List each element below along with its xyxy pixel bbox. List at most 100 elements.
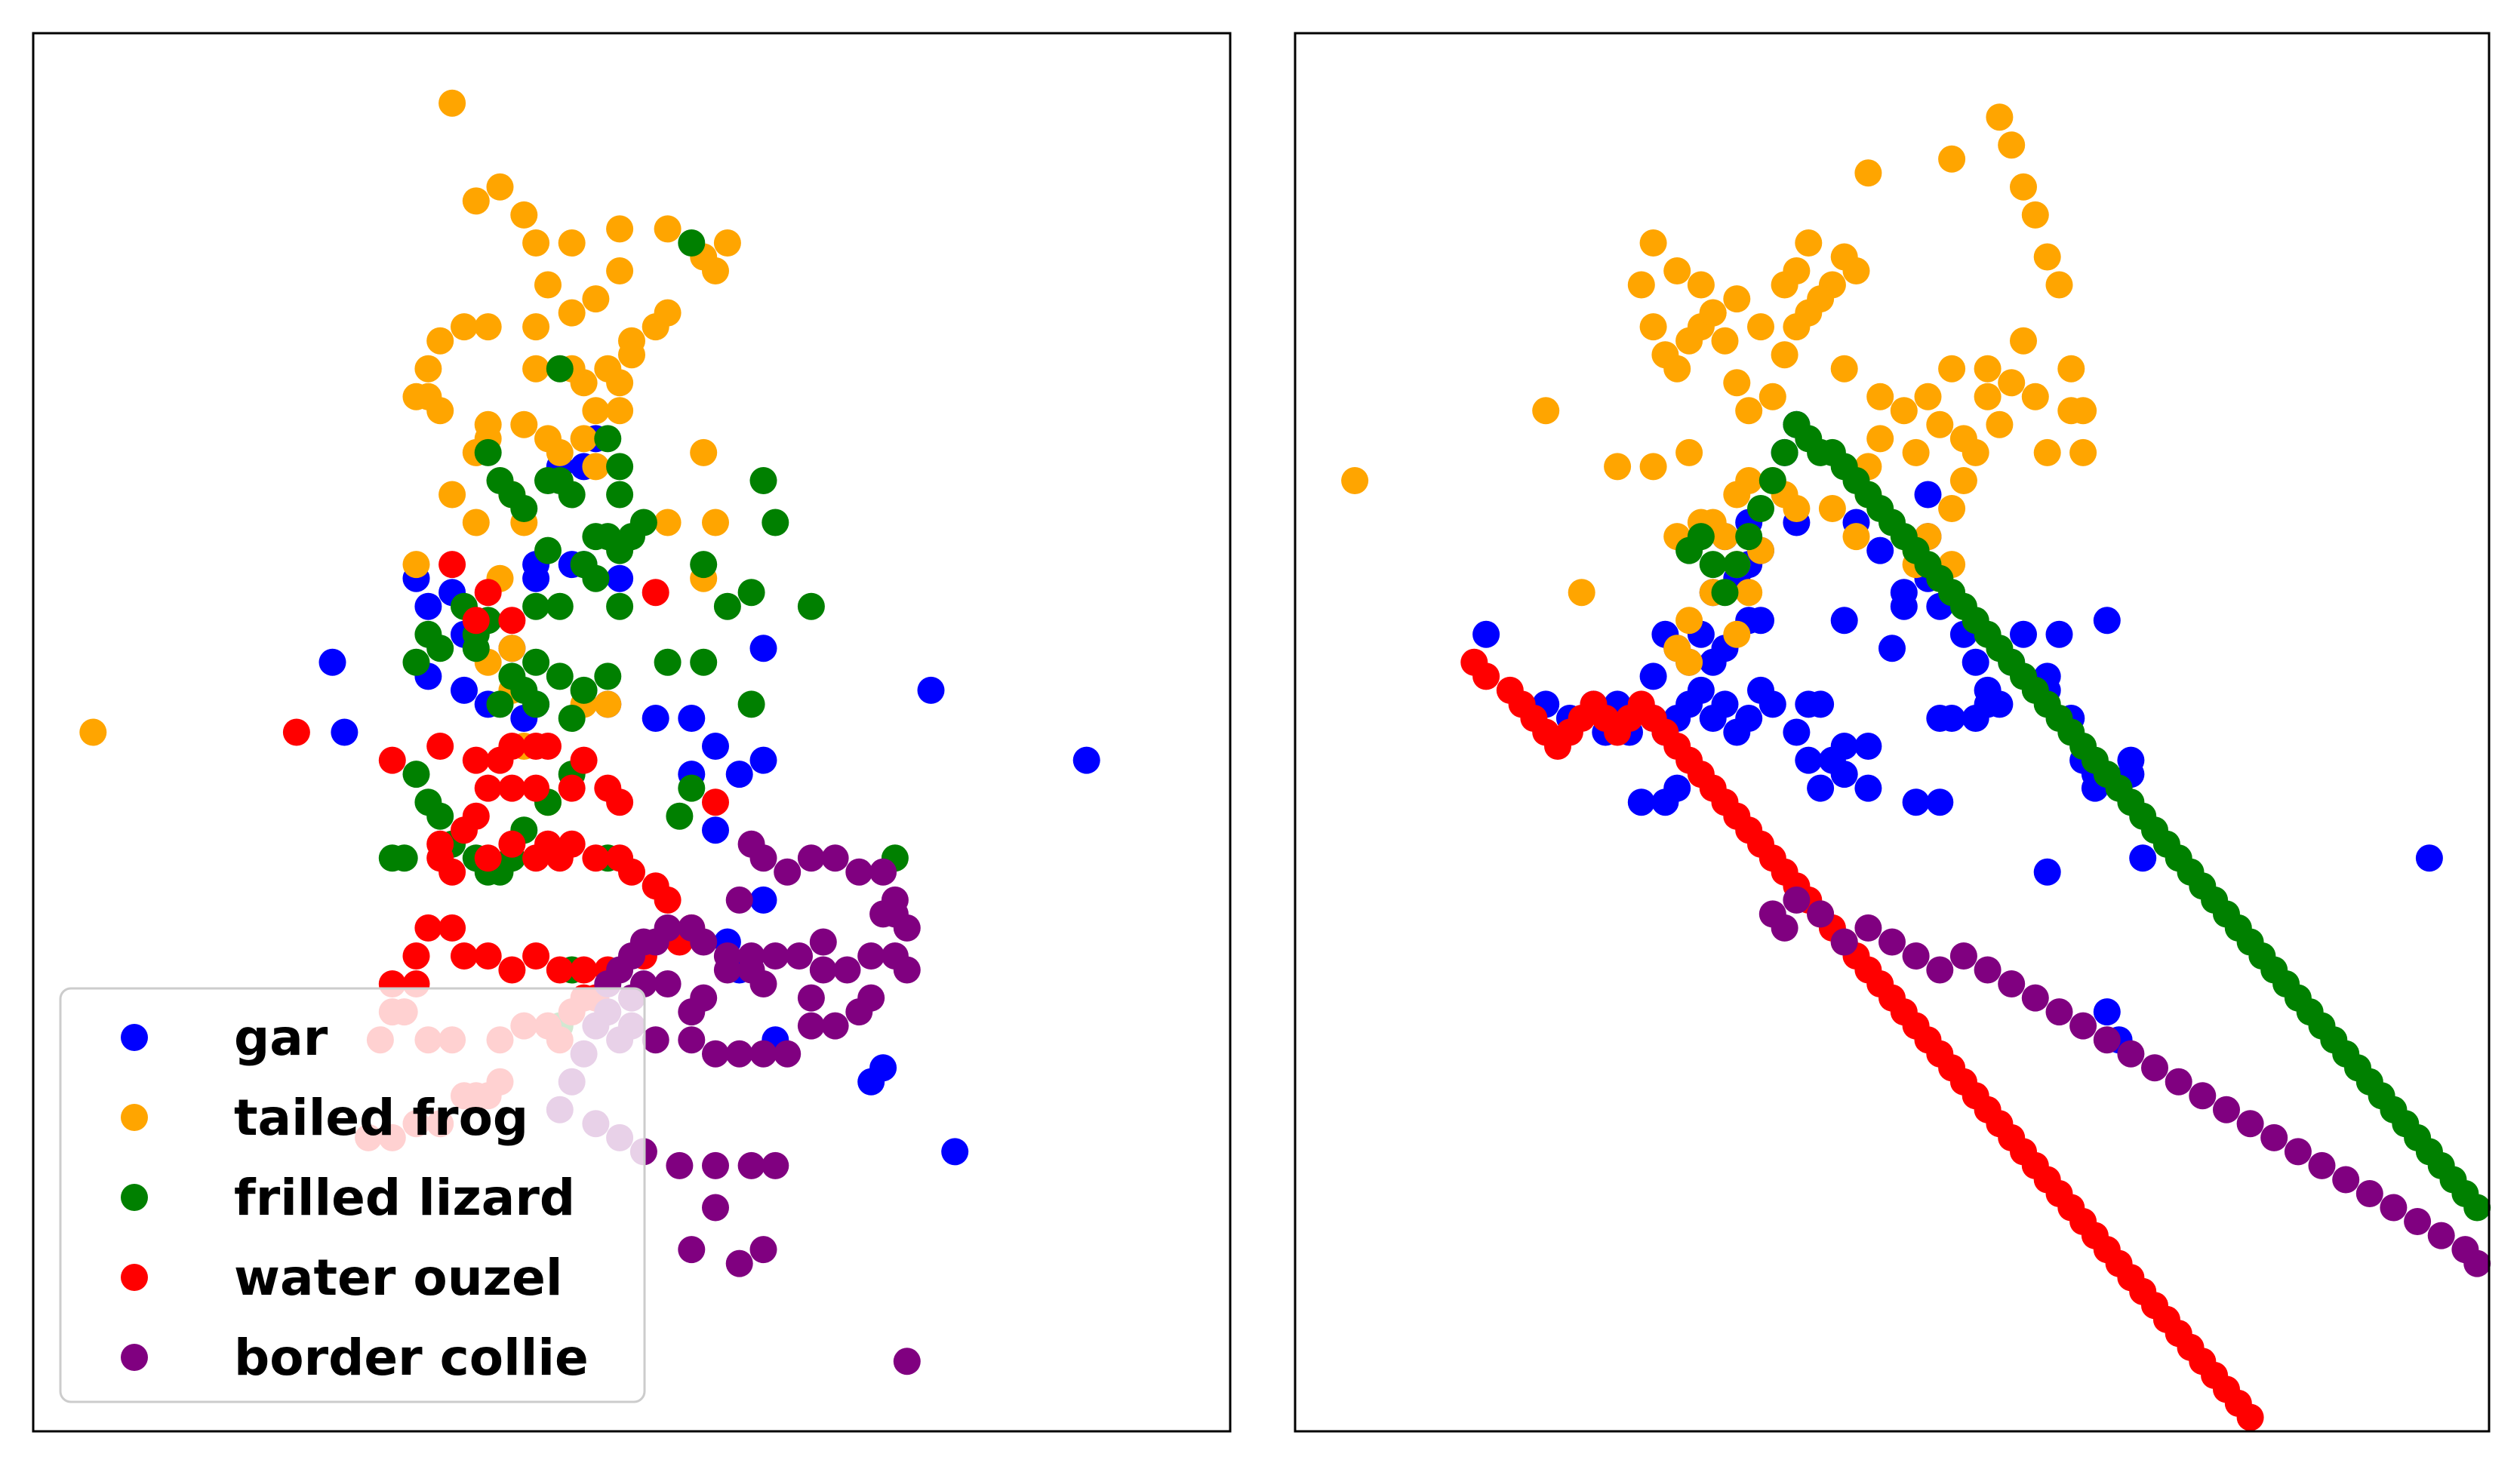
left-point-border-collie-33	[774, 1040, 802, 1068]
left-point-water-ouzel-8	[570, 746, 598, 774]
right-point-tailed-frog-15	[1675, 648, 1703, 676]
right-point-tailed-frog-31	[1974, 383, 2002, 410]
left-point-tailed-frog-24	[546, 438, 574, 466]
right-point-tailed-frog-59	[1687, 271, 1715, 299]
left-point-tailed-frog-4	[522, 229, 550, 257]
legend-label-gar: gar	[234, 1009, 328, 1067]
left-panel-frame	[32, 32, 1232, 1433]
right-point-border-collie-31	[2463, 1249, 2491, 1277]
legend-marker-border-collie	[121, 1344, 148, 1371]
left-point-tailed-frog-28	[474, 410, 502, 438]
right-point-border-collie-5	[1854, 914, 1882, 942]
left-point-frilled-lizard-0	[678, 229, 706, 257]
legend-marker-tailed-frog	[121, 1104, 148, 1131]
left-point-water-ouzel-38	[498, 956, 526, 984]
left-point-tailed-frog-20	[582, 397, 610, 425]
left-point-frilled-lizard-38	[606, 592, 634, 620]
right-point-tailed-frog-42	[2010, 173, 2037, 201]
left-point-frilled-lizard-20	[546, 592, 574, 620]
left-point-border-collie-12	[833, 956, 861, 984]
left-point-gar-27	[725, 761, 753, 788]
right-point-gar-11	[1687, 676, 1715, 704]
left-point-tailed-frog-29	[438, 481, 466, 509]
right-point-tailed-frog-82	[1962, 438, 1989, 466]
right-panel-frame	[1294, 32, 2491, 1433]
right-point-border-collie-8	[1926, 956, 1954, 984]
right-point-tailed-frog-1	[1532, 397, 1560, 425]
left-point-gar-25	[702, 733, 729, 760]
left-point-border-collie-62	[762, 1151, 789, 1179]
left-point-tailed-frog-33	[414, 355, 442, 383]
left-point-border-collie-19	[678, 914, 706, 942]
left-point-border-collie-29	[678, 1026, 706, 1054]
right-point-tailed-frog-41	[2021, 201, 2049, 229]
right-point-border-collie-22	[2260, 1123, 2288, 1151]
left-point-frilled-lizard-26	[402, 648, 430, 676]
left-point-tailed-frog-6	[534, 271, 562, 299]
right-point-tailed-frog-5	[1675, 438, 1703, 466]
left-point-border-collie-41	[809, 928, 837, 956]
left-point-water-ouzel-1	[378, 746, 406, 774]
right-point-gar-82	[2415, 844, 2443, 872]
left-point-border-collie-3	[774, 858, 802, 886]
right-point-gar-34	[1747, 607, 1774, 635]
right-point-tailed-frog-79	[1974, 355, 2002, 383]
left-point-tailed-frog-55	[79, 718, 107, 746]
left-point-gar-35	[917, 676, 945, 704]
left-point-frilled-lizard-27	[426, 635, 454, 662]
left-point-tailed-frog-8	[582, 285, 610, 313]
legend-label-water-ouzel: water ouzel	[234, 1249, 562, 1307]
right-point-tailed-frog-12	[1723, 620, 1751, 648]
right-point-border-collie-13	[2045, 998, 2073, 1026]
right-point-tailed-frog-44	[1986, 103, 2014, 131]
right-point-tailed-frog-69	[1723, 285, 1751, 313]
left-point-frilled-lizard-61	[414, 788, 442, 816]
left-point-frilled-lizard-42	[713, 592, 741, 620]
left-point-tailed-frog-19	[606, 397, 634, 425]
left-point-gar-21	[678, 705, 706, 732]
left-point-tailed-frog-22	[570, 425, 598, 453]
right-point-tailed-frog-34	[2033, 438, 2061, 466]
right-point-tailed-frog-46	[1854, 159, 1882, 187]
right-point-border-collie-20	[2213, 1096, 2240, 1123]
left-point-frilled-lizard-46	[737, 690, 765, 718]
right-point-tailed-frog-81	[1986, 410, 2014, 438]
right-point-border-collie-14	[2069, 1012, 2097, 1040]
left-point-gar-22	[642, 705, 669, 732]
right-point-tailed-frog-23	[1818, 495, 1846, 522]
right-point-gar-56	[1890, 579, 1918, 607]
right-point-border-collie-3	[1807, 900, 1835, 928]
right-point-water-ouzel-1	[1472, 662, 1500, 690]
left-point-tailed-frog-59	[594, 690, 622, 718]
right-point-border-collie-29	[2427, 1222, 2455, 1249]
left-point-frilled-lizard-19	[570, 551, 598, 579]
legend-marker-gar	[121, 1024, 148, 1051]
right-point-tailed-frog-57	[1711, 327, 1739, 355]
left-point-tailed-frog-3	[510, 201, 538, 229]
left-point-border-collie-11	[857, 942, 885, 970]
left-point-frilled-lizard-1	[546, 355, 574, 383]
left-point-water-ouzel-71	[702, 788, 729, 816]
left-point-water-ouzel-36	[546, 956, 574, 984]
left-point-border-collie-30	[702, 1040, 729, 1068]
right-point-tailed-frog-28	[1902, 438, 1930, 466]
left-point-frilled-lizard-31	[546, 662, 574, 690]
right-point-frilled-lizard-8	[1771, 438, 1798, 466]
left-point-tailed-frog-15	[713, 229, 741, 257]
right-point-tailed-frog-43	[1998, 131, 2026, 159]
left-point-gar-24	[749, 746, 777, 774]
left-point-border-collie-6	[845, 858, 873, 886]
right-point-tailed-frog-33	[2021, 383, 2049, 410]
left-point-water-ouzel-19	[438, 858, 466, 886]
right-point-gar-77	[1902, 788, 1930, 816]
left-point-tailed-frog-14	[702, 257, 729, 284]
left-point-border-collie-35	[821, 1012, 849, 1040]
left-point-water-ouzel-66	[438, 551, 466, 579]
left-point-border-collie-4	[797, 844, 825, 872]
left-point-border-collie-2	[749, 844, 777, 872]
left-point-tailed-frog-42	[690, 438, 718, 466]
left-point-border-collie-5	[821, 844, 849, 872]
left-point-water-ouzel-14	[474, 774, 502, 802]
left-point-water-ouzel-10	[594, 774, 622, 802]
left-point-frilled-lizard-12	[534, 536, 562, 564]
